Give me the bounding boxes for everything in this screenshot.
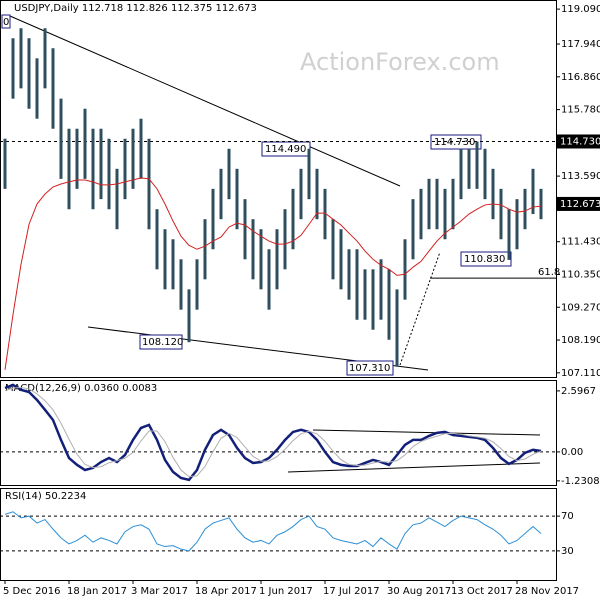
annotation-box: [1, 14, 11, 29]
indicator-line: [4, 383, 542, 482]
panel-title: RSI(14) 50.2234: [5, 491, 86, 502]
trendline: [9, 15, 401, 187]
annotation-box: [139, 334, 183, 350]
trendline: [312, 429, 541, 436]
y-tick-label: 2.5967: [561, 386, 596, 397]
annotations: 0 114.490 114.730 110.830 108.120 107.31…: [1, 14, 512, 376]
x-tick-label: 17 Jul 2017: [323, 586, 380, 597]
y-tick-label: 110.350: [561, 269, 600, 280]
y-tick-label: 119.090: [561, 4, 600, 15]
rsi-panel: [0, 488, 557, 581]
price-marker: [556, 134, 600, 149]
fib-label: 61.8: [538, 267, 560, 278]
y-tick-label: -1.2308: [561, 476, 600, 487]
trendline: [287, 462, 541, 473]
y-tick-label: 115.780: [561, 105, 600, 116]
annotation: 108.120: [142, 337, 183, 348]
annotation-box: [346, 360, 394, 376]
x-tick-label: 3 Mar 2017: [131, 586, 188, 597]
x-tick-label: 18 Apr 2017: [195, 586, 257, 597]
y-tick-label: 109.270: [561, 302, 600, 313]
x-tick-label: 13 Oct 2017: [451, 586, 513, 597]
macd-panel: [0, 380, 557, 486]
y-tick-label: 113.590: [561, 171, 600, 182]
price-panel: [0, 0, 557, 378]
price-marker: [556, 196, 600, 211]
price-marker-label: 114.730: [560, 136, 600, 147]
y-tick-label: 117.940: [561, 39, 600, 50]
x-tick-label: 18 Jan 2017: [67, 586, 127, 597]
y-tick-label: 70: [561, 511, 574, 522]
x-tick-label: 1 Jun 2017: [259, 586, 313, 597]
annotation: 0: [3, 17, 9, 28]
annotation: 114.490: [265, 144, 306, 155]
indicator-line: [4, 387, 542, 478]
x-tick-label: 28 Nov 2017: [515, 586, 579, 597]
annotation: 107.310: [349, 363, 390, 374]
panel-title: MACD(12,26,9) 0.0360 0.0083: [5, 383, 157, 394]
y-tick-label: 0.00: [561, 447, 583, 458]
annotation: 114.730: [434, 137, 475, 148]
watermark: ActionForex.com: [300, 48, 500, 76]
annotation-box: [460, 251, 512, 267]
y-tick-label: 111.430: [561, 237, 600, 248]
y-tick-label: 30: [561, 546, 574, 557]
annotation-box: [430, 134, 482, 150]
y-tick-label: 107.110: [561, 368, 600, 379]
annotation: 110.830: [464, 254, 505, 265]
x-tick-label: 30 Aug 2017: [387, 586, 451, 597]
x-tick-label: 5 Dec 2016: [3, 586, 61, 597]
price-marker-label: 112.673: [560, 199, 600, 210]
indicator-line: [4, 511, 542, 552]
y-tick-label: 108.190: [561, 335, 600, 346]
chart-title: USDJPY,Daily 112.718 112.826 112.375 112…: [14, 3, 257, 14]
y-tick-label: 116.860: [561, 72, 600, 83]
moving-average: [4, 177, 542, 370]
